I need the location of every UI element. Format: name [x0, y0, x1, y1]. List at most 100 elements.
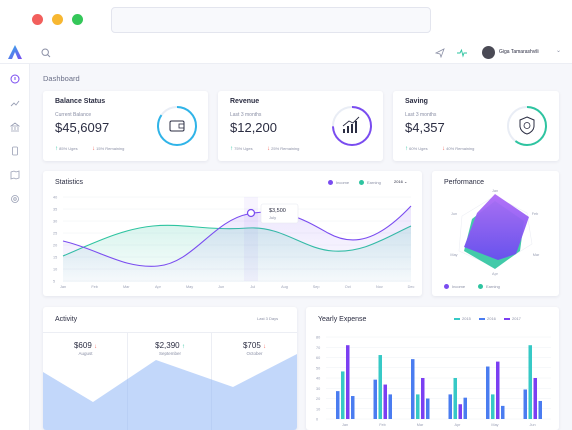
expense-bar[interactable]	[411, 359, 415, 419]
legend-earning: Earning	[367, 180, 381, 185]
y-tick-label: 10	[316, 407, 320, 411]
down-arrow-icon: ↓	[263, 344, 267, 350]
expense-bar[interactable]	[416, 394, 420, 419]
legend-earning: Earning	[486, 284, 500, 289]
expense-bar[interactable]	[486, 366, 490, 419]
activity-value: $705	[242, 341, 261, 350]
expense-bar[interactable]	[378, 355, 383, 419]
stat-subtitle: Current Balance	[55, 112, 92, 118]
y-tick-label: 20	[316, 397, 320, 401]
expense-bar[interactable]	[458, 404, 463, 419]
expense-bar[interactable]	[448, 394, 453, 419]
activity-chart	[43, 354, 297, 430]
expense-bar[interactable]	[373, 379, 378, 419]
sidebar	[0, 64, 30, 430]
stat-card-balance: Balance Status Current Balance $45,6097 …	[43, 91, 208, 161]
stat-up-label: 85% Uges	[59, 146, 78, 151]
y-tick-label: 30	[53, 220, 57, 224]
legend-earning-dot	[478, 284, 483, 289]
income-hover-point[interactable]	[246, 208, 256, 218]
legend-2017: 2017	[512, 316, 521, 321]
search-icon[interactable]	[41, 48, 51, 58]
legend-2017-swatch	[504, 318, 510, 320]
y-tick-label: 40	[316, 377, 320, 381]
expense-bar[interactable]	[351, 396, 355, 419]
legend-income: Income	[336, 180, 350, 185]
up-arrow-icon: ↑	[181, 344, 185, 350]
expense-bar[interactable]	[453, 378, 458, 419]
yearly-expense-card: Yearly Expense 2015 2016 2017 80 70 60 50 40…	[306, 307, 559, 430]
expense-bar[interactable]	[383, 384, 388, 419]
close-window-button[interactable]	[32, 14, 43, 25]
top-bar: Giga Tamarashvili ⌄	[0, 42, 572, 64]
year-select[interactable]: 2016 ⌄	[394, 179, 407, 184]
app-logo[interactable]	[7, 44, 23, 60]
sidebar-item-bank-icon[interactable]	[10, 122, 20, 132]
x-tick-label: Jun	[529, 423, 535, 427]
tooltip-value: $3,500	[269, 208, 286, 214]
activity-card: Activity Last 3 Days $609 ↓ August $2,39…	[43, 307, 297, 430]
stat-up: ↑ 75% Uges	[230, 146, 253, 152]
expense-bar[interactable]	[426, 398, 430, 420]
stat-up: ↑ 60% Uges	[405, 146, 428, 152]
activity-month: September	[158, 351, 181, 356]
x-tick-label: Apr	[455, 423, 462, 427]
expense-chart: 80 70 60 50 40 30 20 10 0 Jan Feb Mar Apr May Jun	[316, 336, 551, 427]
stat-value: $4,357	[405, 120, 445, 135]
x-tick-label: Nov	[376, 285, 383, 289]
activity-icon[interactable]	[457, 48, 467, 58]
x-tick-label: Apr	[155, 285, 162, 289]
sidebar-item-mobile-icon[interactable]	[10, 146, 20, 156]
send-icon[interactable]	[435, 48, 445, 58]
expense-bar[interactable]	[528, 345, 533, 419]
expense-bar[interactable]	[336, 391, 340, 419]
expense-bar[interactable]	[538, 400, 543, 419]
x-tick-label: Feb	[91, 285, 98, 289]
avatar[interactable]	[482, 46, 495, 59]
expense-bar[interactable]	[496, 361, 500, 419]
chevron-down-icon[interactable]: ⌄	[556, 48, 562, 54]
x-tick-label: May	[186, 285, 193, 289]
performance-card: Performance Jan Feb Mar Apr May Jun Income Ea…	[432, 171, 559, 296]
stat-value: $45,6097	[55, 120, 110, 135]
x-tick-label: May	[491, 423, 498, 427]
income-radar-shape	[464, 194, 529, 260]
activity-divider	[43, 332, 297, 333]
x-tick-label: Oct	[345, 285, 352, 289]
legend-income-dot	[444, 284, 449, 289]
stat-value: $12,200	[230, 120, 277, 135]
radar-axis-label: May	[450, 253, 457, 257]
x-tick-label: Mar	[417, 423, 424, 427]
x-tick-label: Jan	[60, 285, 66, 289]
expense-bar[interactable]	[501, 405, 505, 419]
stat-subtitle: Last 3 months	[405, 112, 437, 118]
radar-axis-label: Feb	[532, 212, 539, 216]
user-name[interactable]: Giga Tamarashvili	[499, 49, 539, 55]
x-tick-label: Jan	[342, 423, 348, 427]
expense-bar[interactable]	[346, 345, 350, 419]
minimize-window-button[interactable]	[52, 14, 63, 25]
y-tick-label: 25	[53, 232, 57, 236]
address-bar[interactable]	[111, 7, 431, 33]
sidebar-item-analytics-icon[interactable]	[10, 98, 20, 108]
activity-range[interactable]: Last 3 Days	[257, 316, 279, 321]
radar-axis-label: Mar	[533, 253, 540, 257]
x-tick-label: Jul	[250, 285, 255, 289]
sidebar-item-dashboard-icon[interactable]	[10, 74, 20, 84]
radar-axis-label: Jun	[451, 212, 457, 216]
stat-title: Balance Status	[55, 98, 106, 105]
sidebar-item-settings-icon[interactable]	[10, 194, 20, 204]
expense-bar[interactable]	[421, 378, 425, 419]
maximize-window-button[interactable]	[72, 14, 83, 25]
y-tick-label: 35	[53, 208, 57, 212]
expense-bar[interactable]	[533, 378, 538, 419]
legend-2016-swatch	[479, 318, 485, 320]
expense-bar[interactable]	[388, 394, 393, 419]
expense-bar[interactable]	[523, 389, 528, 419]
expense-bar[interactable]	[341, 371, 345, 419]
statistics-card: Statistics Income Earning 2016 ⌄ 40 35 30 2…	[43, 171, 422, 296]
expense-bar[interactable]	[491, 394, 495, 419]
sidebar-item-map-icon[interactable]	[10, 170, 20, 180]
activity-item-1: $609 ↓ August	[43, 341, 128, 356]
expense-bar[interactable]	[463, 397, 468, 419]
